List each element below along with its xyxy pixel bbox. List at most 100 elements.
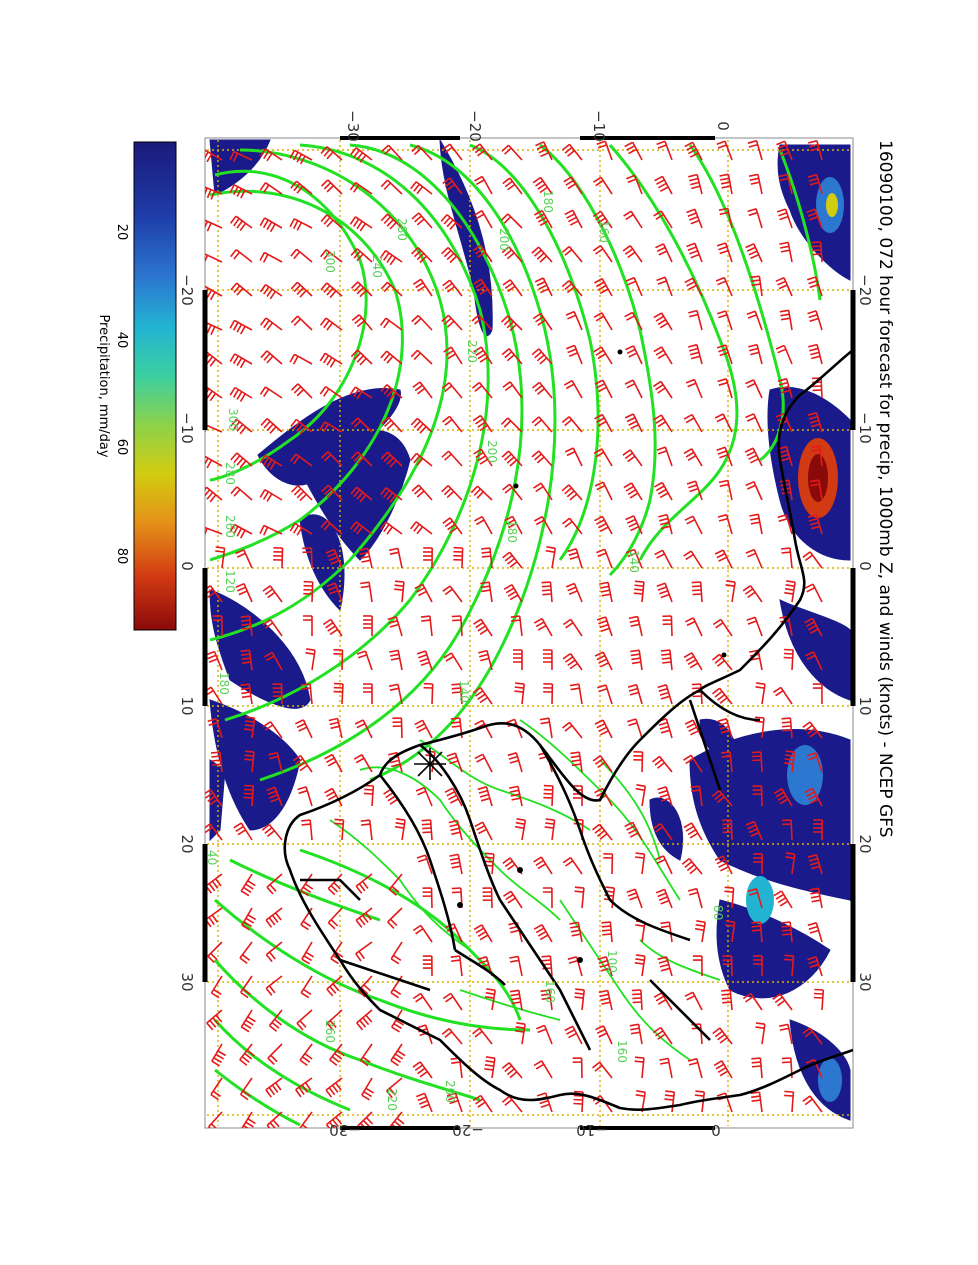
wind-barb (626, 174, 643, 195)
wind-barb (592, 244, 613, 263)
wind-barb (514, 1022, 526, 1045)
wind-barb (266, 873, 283, 895)
wind-barb (594, 515, 613, 535)
wind-barb (749, 513, 763, 535)
wind-barb (569, 921, 583, 943)
wind-barb (229, 150, 253, 162)
wind-barb (628, 615, 643, 637)
wind-barb (806, 208, 823, 229)
wind-barb (593, 176, 613, 195)
wind-barb (441, 247, 463, 264)
wind-barb (205, 186, 223, 200)
wind-barb (324, 753, 343, 773)
wind-barb (361, 1077, 375, 1101)
contour-label-40: 40 (205, 850, 219, 865)
wind-barb (785, 852, 796, 875)
wind-barb (443, 346, 463, 365)
wind-barb (333, 682, 344, 705)
wind-barb (444, 787, 463, 807)
wind-barb (259, 454, 283, 470)
wind-barb (450, 955, 463, 977)
wind-barb (483, 852, 495, 875)
wind-barb (241, 1111, 256, 1128)
wind-barb (268, 1009, 283, 1032)
wind-barb (534, 515, 553, 535)
wind-barb (480, 581, 493, 603)
wind-barb (381, 416, 403, 433)
wind-barb (603, 886, 616, 909)
wind-barb (442, 585, 463, 603)
wind-barb (745, 480, 763, 501)
colorbar-tick-60: 60 (114, 439, 129, 456)
wind-barb (451, 683, 463, 705)
wind-barb (394, 818, 406, 841)
wind-barb (813, 988, 825, 1011)
wind-barb (806, 752, 823, 773)
contour-label-160c: 160 (615, 1040, 629, 1063)
wind-barb (500, 315, 523, 332)
wind-barb (205, 526, 223, 537)
wind-barb (205, 149, 223, 163)
wind-barb (501, 450, 523, 467)
wind-barb (652, 755, 673, 773)
wind-barb (289, 353, 313, 365)
wind-barb (319, 317, 343, 331)
wind-barb (712, 1027, 733, 1045)
wind-barb (259, 317, 283, 331)
colorbar-tick-20: 20 (114, 224, 129, 241)
wind-barb (691, 683, 703, 705)
wind-barb (210, 751, 223, 773)
wind-barb (717, 513, 733, 535)
wind-barb (349, 386, 373, 400)
wind-barb (509, 785, 523, 807)
wind-barb (662, 615, 673, 637)
wind-barb (303, 615, 313, 636)
wind-barb (503, 584, 523, 603)
wind-barb (656, 140, 673, 161)
wind-barb (363, 683, 373, 704)
wind-barb (684, 277, 703, 297)
wind-barb (291, 485, 313, 502)
wind-barb (540, 989, 553, 1011)
wind-barb (229, 184, 253, 199)
wind-barb (813, 819, 823, 841)
wind-barb (239, 1043, 255, 1066)
wind-barb (777, 514, 793, 535)
wind-barb (776, 140, 793, 161)
wind-barb (688, 173, 703, 195)
wind-barb (807, 956, 823, 977)
wind-barb (593, 312, 613, 331)
wind-barb (564, 209, 583, 229)
contour-label-160: 160 (597, 220, 611, 243)
wind-barb (363, 615, 373, 637)
wind-barb (411, 314, 433, 331)
wind-barb (350, 486, 373, 503)
wind-barb (594, 413, 613, 433)
wind-barb (326, 975, 343, 997)
wind-barb (301, 683, 313, 705)
wind-barb (572, 1057, 583, 1079)
wind-barb (322, 618, 343, 637)
islands (457, 349, 727, 963)
wind-barb (539, 717, 553, 739)
lon-tick-left-m10: −10 (178, 412, 196, 444)
contour-label-180c: 180 (217, 672, 231, 695)
wind-barb (534, 277, 553, 297)
wind-barb (244, 750, 255, 773)
lon-tick-left-0: 0 (178, 561, 196, 571)
wind-barb (533, 1060, 553, 1079)
wind-barb (601, 921, 613, 943)
wind-barb (565, 582, 583, 603)
wind-barb (717, 378, 733, 399)
wind-barb (753, 955, 763, 976)
wind-barb (718, 479, 733, 501)
wind-barb (683, 652, 703, 671)
wind-barb (472, 686, 493, 705)
wind-barb (305, 648, 316, 671)
wind-barb (531, 246, 553, 263)
wind-barb (441, 1027, 463, 1045)
wind-barb (592, 755, 613, 773)
wind-barb (594, 719, 613, 739)
wind-barb (685, 378, 703, 399)
wind-barb (502, 857, 523, 875)
